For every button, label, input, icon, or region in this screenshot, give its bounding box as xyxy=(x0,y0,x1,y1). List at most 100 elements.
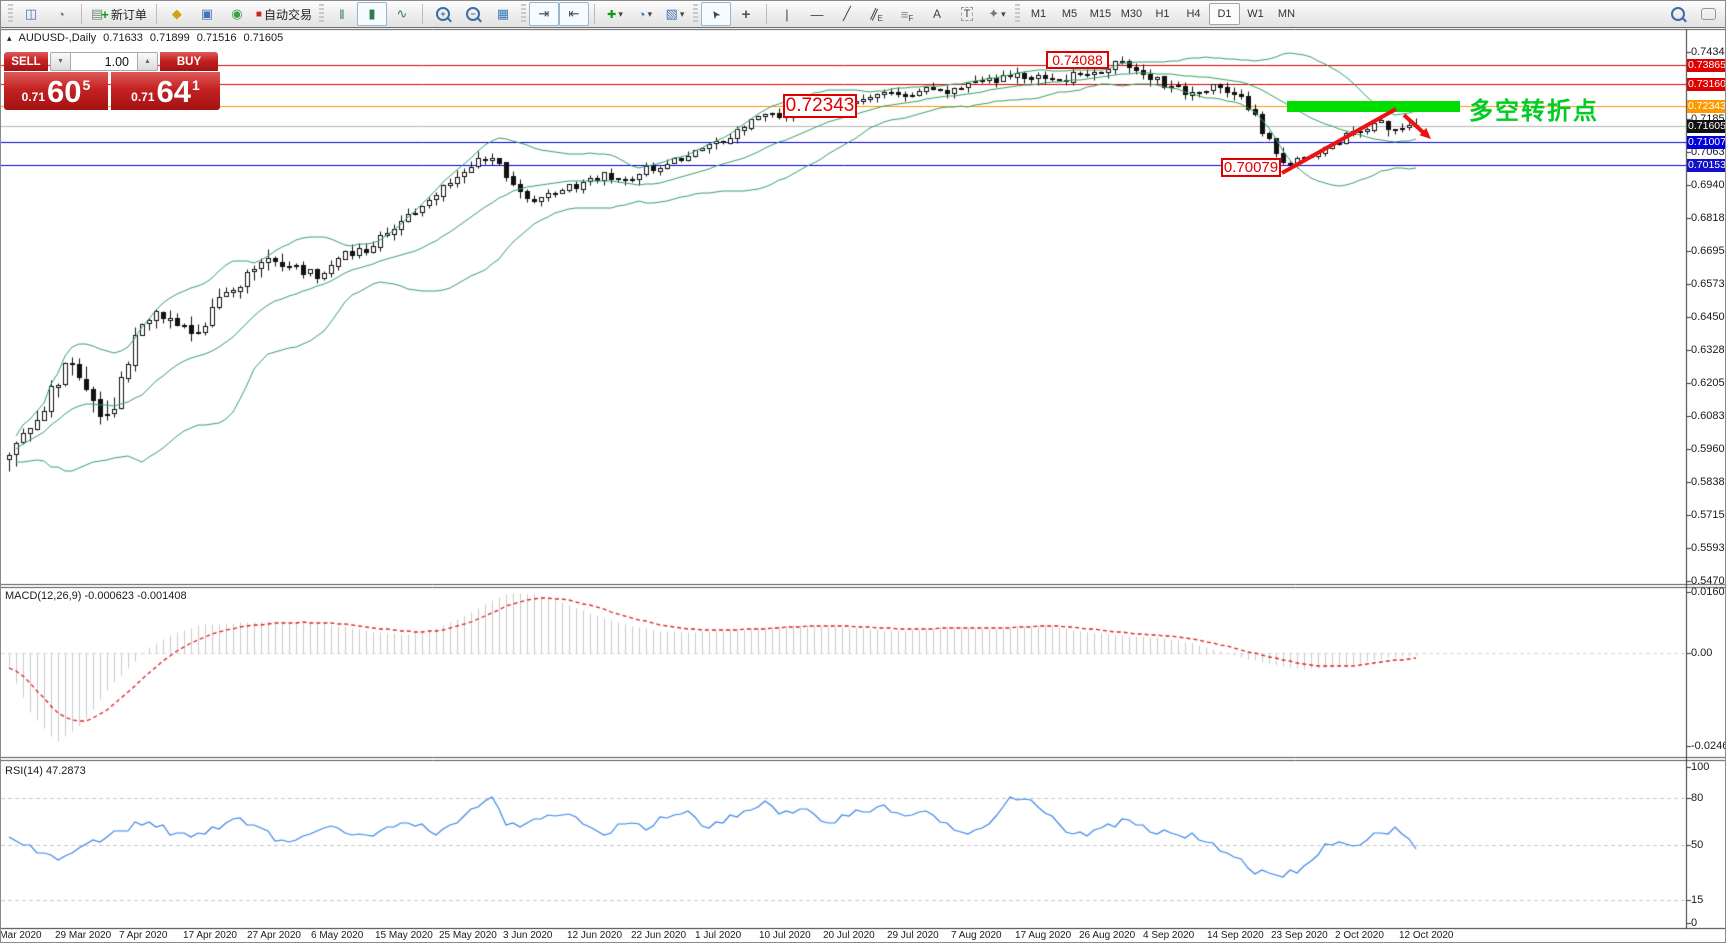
template-icon: ▧ xyxy=(665,6,678,21)
chat-icon xyxy=(1700,8,1716,20)
signals-button[interactable]: ◉ xyxy=(222,2,252,26)
price-axis-tick: 0.59605 xyxy=(1691,443,1725,455)
autotrading-stop-icon: ■ xyxy=(255,8,262,20)
eraser-icon: ◆ xyxy=(171,6,182,21)
sell-price-digits: 60 xyxy=(47,74,82,109)
timeframe-m15[interactable]: M15 xyxy=(1089,8,1112,20)
chevron-down-icon: ▾ xyxy=(647,8,653,19)
chart-canvas[interactable] xyxy=(1,28,1725,942)
cursor-button[interactable]: ➤ xyxy=(700,2,731,26)
autotrading-button[interactable]: ■ 自动交易 xyxy=(252,2,316,26)
autoscroll-icon: ⇥ xyxy=(538,6,550,21)
templates-button[interactable]: ▧ ▾ xyxy=(660,2,690,26)
text-label-button[interactable]: T xyxy=(952,2,982,26)
price-badge: 0.70153 xyxy=(1687,159,1726,172)
macd-header: MACD(12,26,9) -0.000623 -0.001408 xyxy=(5,590,187,602)
tile-windows-icon: ▦ xyxy=(496,6,510,21)
timeframe-w1[interactable]: W1 xyxy=(1247,8,1264,20)
clock-icon: ◔ xyxy=(637,6,646,22)
bar-chart-button[interactable]: ‖ xyxy=(327,2,357,26)
sell-price-button[interactable]: 0.71 60 5 xyxy=(4,72,108,110)
price-badge: 0.71007 xyxy=(1687,136,1726,149)
crosshair-button[interactable]: + xyxy=(731,2,761,26)
zoom-out-button[interactable]: − xyxy=(458,2,488,26)
horizontal-line-button[interactable]: — xyxy=(802,2,832,26)
macd-axis-tick: -0.024625 xyxy=(1691,740,1725,752)
profile-button[interactable]: ▣ xyxy=(192,2,222,26)
price-annotation-label[interactable]: 0.72343 xyxy=(783,94,857,118)
macd-value: -0.000623 xyxy=(84,590,135,602)
date-axis-label: 20 Jul 2020 xyxy=(823,930,875,941)
tile-windows-button[interactable]: ▦ xyxy=(488,2,518,26)
channel-button[interactable]: ∥ E xyxy=(862,2,892,26)
low-value: 0.71516 xyxy=(196,32,237,44)
date-axis-label: 17 Aug 2020 xyxy=(1015,930,1072,941)
high-value: 0.71899 xyxy=(149,32,190,44)
data-window-button[interactable]: ◔ xyxy=(46,2,76,26)
timeframe-m5[interactable]: M5 xyxy=(1061,8,1078,20)
date-axis-label: 7 Apr 2020 xyxy=(119,930,168,941)
autoscroll-button[interactable]: ⇥ xyxy=(528,2,559,26)
buy-button[interactable]: BUY xyxy=(160,52,218,71)
trendline-icon: ╱ xyxy=(843,6,851,21)
chevron-down-icon: ▾ xyxy=(679,8,685,19)
date-axis-label: 14 Sep 2020 xyxy=(1207,930,1264,941)
line-chart-button[interactable]: ∿ xyxy=(387,2,417,26)
volume-input[interactable]: 1.00 xyxy=(71,52,137,71)
plus-icon: + xyxy=(101,6,109,22)
sell-price-pipette: 5 xyxy=(82,77,91,93)
buy-price-button[interactable]: 0.71 64 1 xyxy=(111,72,220,110)
text-tool-button[interactable]: A xyxy=(922,2,952,26)
timeframe-h4[interactable]: H4 xyxy=(1186,8,1201,20)
zoom-in-button[interactable]: + xyxy=(428,2,458,26)
pivot-annotation-text[interactable]: 多空转折点 xyxy=(1469,98,1599,125)
macd-axis-tick: 0.00 xyxy=(1691,647,1713,659)
price-axis-tick: 0.57155 xyxy=(1691,509,1725,521)
chat-button[interactable] xyxy=(1693,2,1723,26)
timeframe-m1[interactable]: M1 xyxy=(1030,8,1047,20)
toolbar-grip[interactable] xyxy=(8,4,13,24)
zoom-in-icon: + xyxy=(435,7,450,21)
macd-label: MACD(12,26,9) xyxy=(5,590,82,602)
arrows-tool-button[interactable]: ✦ ▾ xyxy=(982,2,1012,26)
new-chart-button[interactable]: ◫ xyxy=(16,2,46,26)
timeframe-mn[interactable]: MN xyxy=(1277,8,1296,20)
price-badge: 0.71605 xyxy=(1687,120,1726,133)
date-axis-label: 4 Sep 2020 xyxy=(1143,930,1195,941)
rsi-axis-tick: 0 xyxy=(1691,917,1698,929)
rsi-axis-tick: 80 xyxy=(1691,792,1704,804)
price-annotation-label[interactable]: 0.70079 xyxy=(1221,158,1281,177)
pivot-zone-bar[interactable] xyxy=(1287,101,1460,112)
search-icon xyxy=(1671,7,1685,21)
new-order-button[interactable]: ▤ + 新订单 xyxy=(87,2,151,26)
chart-shift-button[interactable]: ⇤ xyxy=(558,2,589,26)
timeframe-m30[interactable]: M30 xyxy=(1120,8,1143,20)
arrows-icon: ✦ xyxy=(988,6,1000,21)
add-indicator-button[interactable]: ✚ ▾ xyxy=(600,2,630,26)
price-axis-tick: 0.54705 xyxy=(1691,575,1725,587)
sell-button[interactable]: SELL xyxy=(4,52,48,71)
rsi-label: RSI(14) xyxy=(5,765,43,777)
trendline-button[interactable]: ╱ xyxy=(832,2,862,26)
date-axis-label: 26 Aug 2020 xyxy=(1079,930,1136,941)
price-annotation-label[interactable]: 0.74088 xyxy=(1046,51,1109,69)
chart-window-icon: ◫ xyxy=(24,6,38,21)
timeframe-h1[interactable]: H1 xyxy=(1155,8,1170,20)
fibonacci-button[interactable]: ≡ F xyxy=(892,2,922,26)
date-axis-label: 29 Mar 2020 xyxy=(55,930,112,941)
timeframe-d1[interactable]: D1 xyxy=(1208,3,1240,25)
open-value: 0.71633 xyxy=(103,32,143,44)
volume-decrease-button[interactable]: ▼ xyxy=(50,52,71,71)
periods-button[interactable]: ◔ ▾ xyxy=(630,2,660,26)
volume-increase-button[interactable]: ▲ xyxy=(137,52,158,71)
search-button[interactable] xyxy=(1663,2,1693,26)
vertical-line-button[interactable]: | xyxy=(772,2,802,26)
date-axis-label: 15 May 2020 xyxy=(375,930,433,941)
date-axis-label: 25 May 2020 xyxy=(439,930,497,941)
styler-button[interactable]: ◆ xyxy=(162,2,192,26)
candlestick-chart-button[interactable]: ▮ xyxy=(356,2,387,26)
